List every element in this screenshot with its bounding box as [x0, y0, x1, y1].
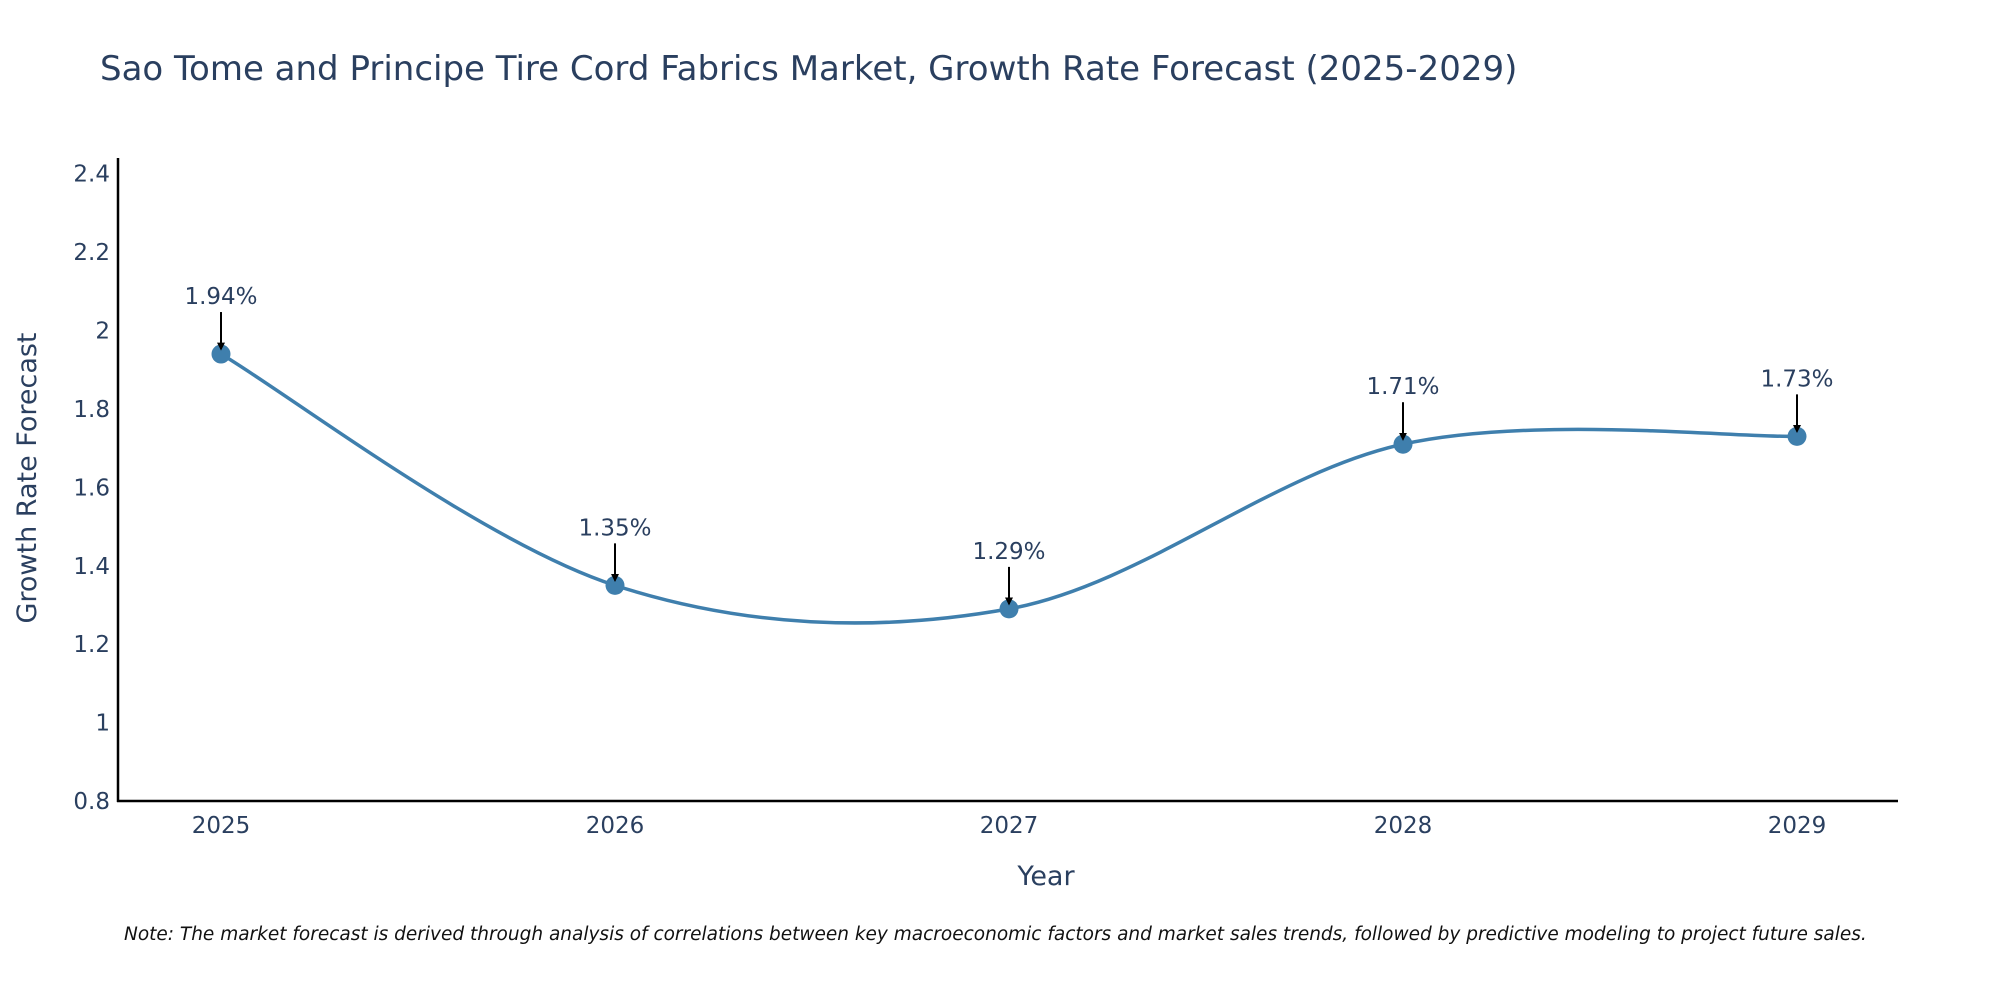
data-point[interactable]: [1393, 434, 1413, 454]
x-axis-title: Year: [1016, 861, 1075, 892]
y-tick-label: 1.8: [73, 397, 110, 423]
y-axis: 0.8 1 1.2 1.4 1.6 1.8 2 2.2 2.4: [73, 158, 120, 815]
y-tick-label: 2.2: [73, 240, 110, 266]
data-point[interactable]: [999, 599, 1019, 619]
data-label: 1.35%: [578, 515, 651, 541]
y-axis-title: Growth Rate Forecast: [12, 332, 43, 623]
y-tick-label: 1.4: [73, 554, 110, 580]
x-tick-label: 2026: [586, 813, 645, 839]
data-point[interactable]: [211, 344, 231, 364]
data-point[interactable]: [605, 575, 625, 595]
x-tick-label: 2028: [1374, 813, 1433, 839]
data-label: 1.29%: [972, 539, 1045, 565]
y-tick-label: 1.6: [73, 475, 110, 501]
x-tick-label: 2025: [192, 813, 251, 839]
data-label: 1.73%: [1760, 366, 1833, 392]
y-tick-label: 0.8: [73, 789, 110, 815]
y-tick-label: 2: [95, 319, 110, 345]
footnote: Note: The market forecast is derived thr…: [124, 924, 1867, 945]
data-point[interactable]: [1787, 426, 1807, 446]
data-label: 1.71%: [1366, 374, 1439, 400]
y-tick-label: 1.2: [73, 632, 110, 658]
y-tick-label: 1: [95, 711, 110, 737]
data-label: 1.94%: [184, 284, 257, 310]
x-tick-label: 2029: [1768, 813, 1827, 839]
y-tick-label: 2.4: [73, 162, 110, 188]
x-tick-label: 2027: [980, 813, 1039, 839]
x-axis: 2025 2026 2027 2028 2029: [117, 799, 1898, 839]
annotation-group: 1.94% 1.35% 1.29% 1.71% 1.73%: [184, 284, 1834, 606]
series-group: [211, 344, 1807, 625]
chart-title: Sao Tome and Principe Tire Cord Fabrics …: [100, 49, 1517, 89]
